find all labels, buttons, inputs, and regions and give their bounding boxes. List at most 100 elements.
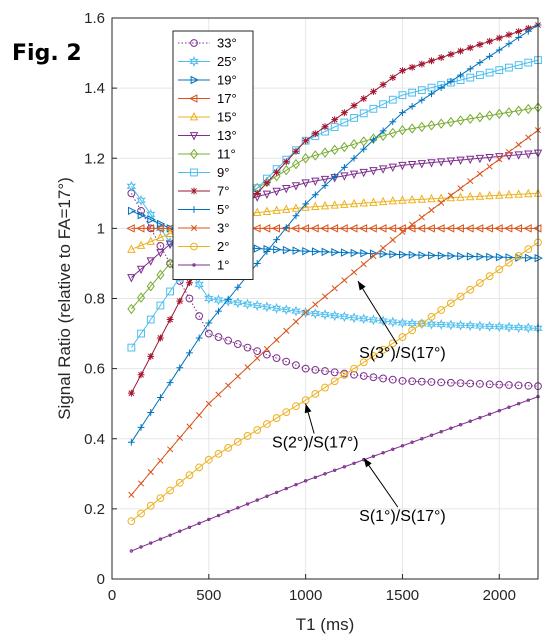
series-5-point (127, 438, 135, 446)
y-tick-label: 1.6 (84, 10, 105, 27)
series-17-point (319, 224, 329, 233)
series-19-point (282, 245, 292, 255)
series-2-point (282, 408, 291, 417)
legend-11-marker (189, 148, 199, 160)
series-33-point (301, 364, 310, 373)
series-11-point (446, 116, 455, 128)
series-5-point (321, 182, 329, 189)
y-tick-label: 1 (97, 220, 105, 237)
series-19-point (147, 215, 156, 224)
series-5-point (137, 423, 145, 431)
series-9-point (127, 343, 136, 352)
series-25-point (300, 307, 311, 318)
series-3-point (234, 373, 241, 380)
series-7-point (515, 28, 523, 35)
series-15-point (514, 189, 523, 198)
series-2-point (311, 389, 320, 398)
series-2-point (505, 258, 513, 267)
series-7-point (302, 137, 310, 145)
series-25-point (475, 320, 485, 332)
series-1-point (478, 416, 482, 420)
series-7-point (466, 44, 474, 52)
series-2-point (185, 471, 194, 480)
series-7-point (408, 63, 416, 71)
series-7-point (166, 316, 174, 323)
series-3-point (137, 480, 145, 487)
annotation-label: S(2°)/S(17°) (272, 435, 359, 452)
series-7-point (340, 109, 348, 117)
legend-17-marker (188, 94, 198, 103)
x-tick-label: 500 (196, 587, 221, 604)
series-25-point (397, 317, 408, 329)
annotation-arrowhead (304, 403, 312, 414)
series-5-point (195, 334, 203, 342)
series-33-point (476, 380, 484, 388)
series-1-point (507, 405, 511, 409)
series-1-point (158, 537, 163, 541)
series-1-point (284, 486, 288, 491)
series-25-point (194, 279, 204, 290)
series-9-point (330, 123, 339, 131)
series-9-point (417, 86, 426, 95)
series-1-point (332, 468, 337, 473)
series-1-point (516, 401, 521, 406)
series-1-point (391, 447, 395, 451)
series-25-point (368, 314, 379, 326)
series-2-point (321, 383, 329, 392)
series-17-point (465, 224, 474, 233)
series-19-point (311, 247, 321, 256)
series-15-point (320, 200, 330, 210)
series-17-point (474, 224, 484, 233)
legend-7-marker (190, 187, 198, 195)
series-1-point (139, 545, 143, 549)
series-3-point (273, 336, 280, 343)
series-9-point (388, 95, 397, 104)
series-33-point (311, 365, 320, 374)
series-11-point (388, 127, 397, 139)
series-17-point (145, 224, 155, 233)
series-25-point (484, 320, 495, 332)
series-1-point (313, 475, 318, 480)
series-2-point (233, 438, 242, 446)
series-11-point (127, 303, 136, 315)
series-19-point (428, 251, 437, 260)
series-13-point (485, 153, 494, 163)
series-3-group (128, 127, 542, 498)
series-17-point (290, 224, 300, 233)
series-3-point (263, 345, 270, 353)
legend-3-marker (190, 224, 198, 232)
series-2-point (195, 463, 204, 472)
series-17-point (523, 224, 532, 233)
series-1-point (449, 426, 453, 430)
legend-1-label: 1° (217, 258, 229, 273)
series-1-point (303, 479, 308, 483)
series-15-point (398, 195, 407, 204)
series-2-line (131, 241, 539, 522)
series-11-point (466, 113, 475, 125)
series-19-point (457, 251, 466, 261)
series-17-point (484, 224, 493, 233)
series-3-point (331, 285, 338, 292)
series-5-point (457, 71, 464, 79)
series-3-point (447, 192, 454, 199)
x-tick-label: 1500 (386, 587, 419, 604)
series-13-point (456, 156, 465, 166)
series-2-point (243, 432, 252, 440)
series-33-point (417, 377, 426, 386)
series-5-point (215, 307, 222, 315)
annotations: S(3°)/S(17°) S(2°)/S(17°) S(1°)/S(17°) (272, 280, 446, 525)
series-1-point (274, 490, 279, 495)
series-3-point (389, 236, 396, 244)
series-19-point (253, 244, 263, 253)
series-1-point (400, 444, 405, 448)
series-5-point (379, 127, 387, 135)
x-tick-label: 2000 (483, 587, 516, 604)
legend-5-label: 5° (217, 202, 229, 217)
series-33-point (282, 357, 291, 366)
series-19-point (476, 252, 485, 261)
series-11-point (514, 105, 523, 116)
series-15-point (378, 196, 388, 206)
series-3-point (476, 170, 483, 177)
series-25-point (339, 311, 350, 323)
series-3-point (205, 400, 212, 407)
